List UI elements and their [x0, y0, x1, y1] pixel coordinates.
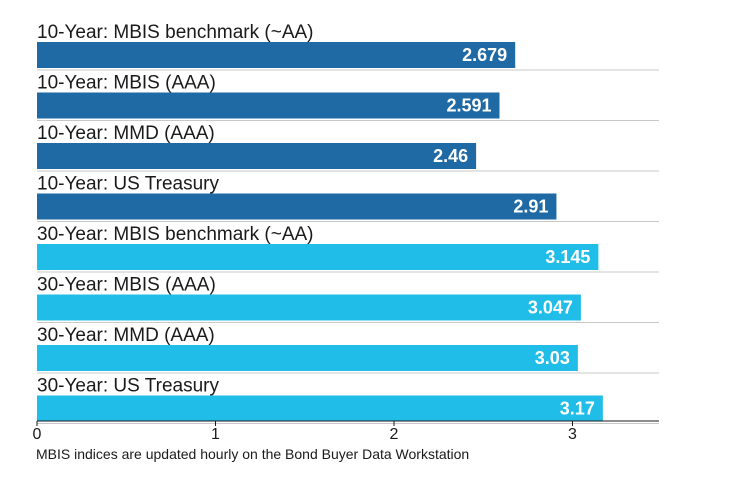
bar-row: 10-Year: MMD (AAA) 2.46	[37, 123, 477, 169]
value-label: 3.03	[535, 348, 570, 368]
category-label: 10-Year: MBIS (AAA)	[37, 73, 216, 94]
chart-rows: 10-Year: MBIS benchmark (~AA)2.67910-Yea…	[37, 22, 603, 422]
bar	[37, 244, 599, 270]
value-label: 3.145	[545, 247, 590, 267]
x-tick-label: 1	[211, 426, 220, 443]
footnote: MBIS indices are updated hourly on the B…	[36, 446, 470, 462]
bar-row: 10-Year: US Treasury 2.91	[37, 174, 557, 220]
value-label: 2.679	[462, 45, 507, 65]
category-label: 10-Year: MBIS benchmark (~AA)	[37, 22, 314, 43]
x-tick-label: 2	[390, 426, 399, 443]
x-tick-label: 3	[568, 426, 577, 443]
x-tick-label: 0	[33, 426, 42, 443]
value-label: 2.591	[446, 96, 491, 116]
bar	[37, 345, 578, 371]
category-label: 10-Year: MMD (AAA)	[37, 123, 215, 144]
bar-row: 10-Year: MBIS (AAA) 2.591	[37, 73, 500, 119]
bar	[37, 395, 603, 422]
bar-row: 30-Year: MBIS benchmark (~AA) 3.145	[37, 224, 599, 270]
category-label: 30-Year: MBIS benchmark (~AA)	[37, 224, 314, 245]
bar-row: 10-Year: MBIS benchmark (~AA) 2.679	[37, 22, 516, 68]
value-label: 3.17	[560, 399, 595, 419]
bar-row: 30-Year: MBIS (AAA) 3.047	[37, 275, 581, 321]
bar	[37, 193, 557, 220]
category-label: 30-Year: US Treasury	[37, 376, 219, 397]
bar	[37, 294, 581, 321]
bar	[37, 143, 477, 169]
bar	[37, 42, 516, 68]
category-label: 30-Year: MMD (AAA)	[37, 325, 215, 346]
value-label: 3.047	[528, 298, 573, 318]
bar	[37, 92, 500, 119]
category-label: 30-Year: MBIS (AAA)	[37, 275, 216, 296]
x-axis: 0 1 2 3	[33, 420, 659, 443]
bar-row: 30-Year: MMD (AAA) 3.03	[37, 325, 578, 371]
bar-row: 30-Year: US Treasury 3.17	[37, 376, 603, 422]
row-separators	[37, 69, 659, 424]
category-label: 10-Year: US Treasury	[37, 174, 219, 195]
value-label: 2.91	[513, 197, 548, 217]
value-label: 2.46	[433, 146, 468, 166]
